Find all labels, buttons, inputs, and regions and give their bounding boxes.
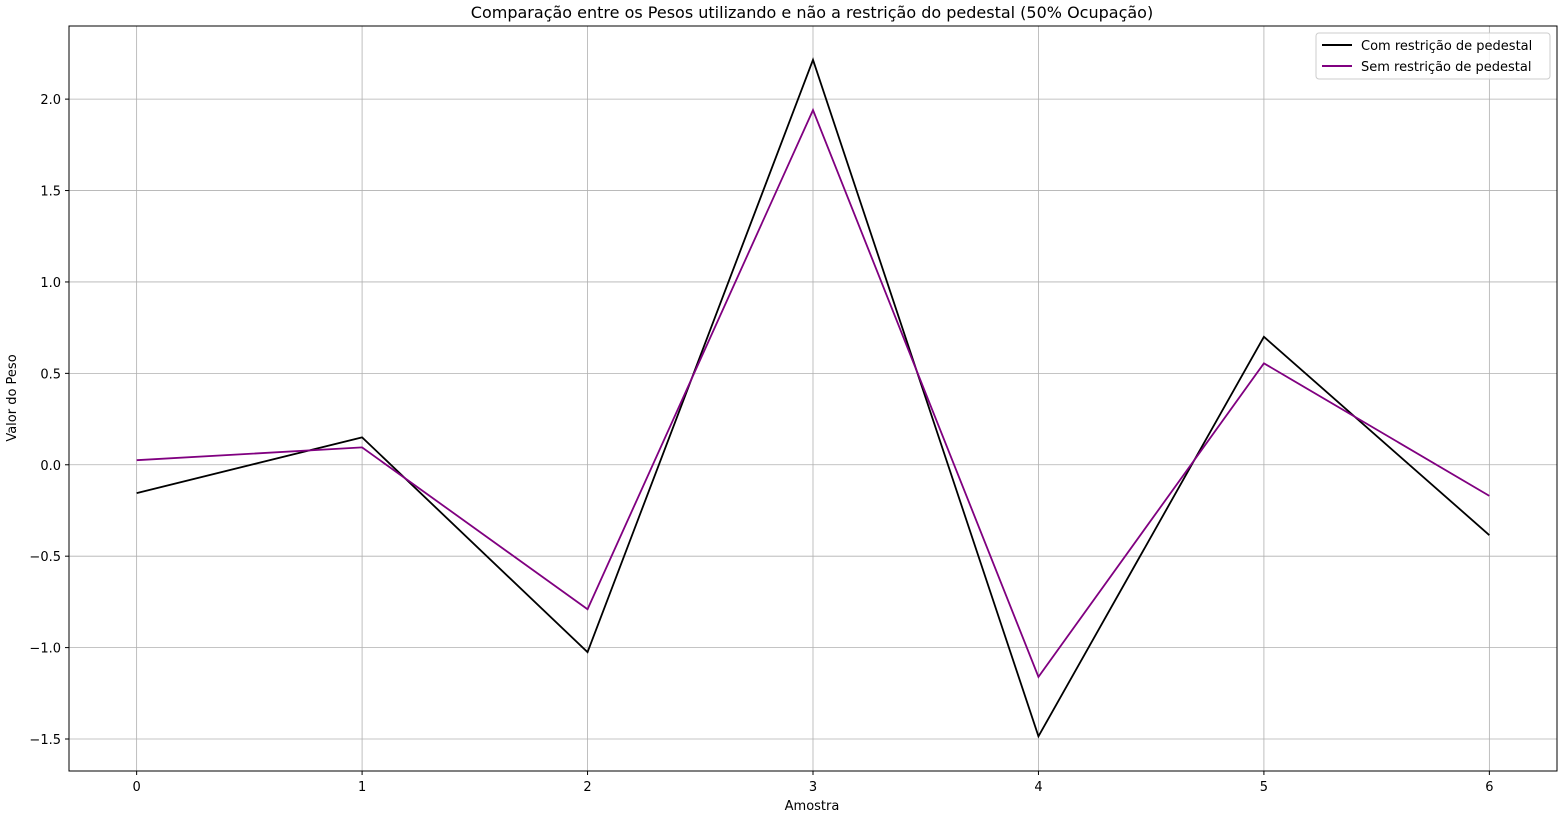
y-tick-label: −1.5 bbox=[29, 733, 61, 748]
y-tick-label: 0.0 bbox=[40, 459, 61, 474]
series-line-sem-restricao bbox=[136, 107, 1490, 679]
x-tick-label: 0 bbox=[132, 780, 140, 795]
x-tick-label: 5 bbox=[1260, 780, 1268, 795]
y-tick-label: 0.5 bbox=[40, 367, 61, 382]
series-line-com-restricao bbox=[136, 57, 1490, 739]
x-tick-label: 4 bbox=[1034, 780, 1042, 795]
legend-label-sem-restricao: Sem restrição de pedestal bbox=[1361, 60, 1531, 75]
y-tick-label: −1.0 bbox=[29, 642, 61, 657]
legend-label-com-restricao: Com restrição de pedestal bbox=[1361, 39, 1532, 54]
x-tick-label: 3 bbox=[809, 780, 817, 795]
y-axis-label: Valor do Peso bbox=[5, 354, 20, 441]
y-tick-label: 1.0 bbox=[40, 276, 61, 291]
legend-box bbox=[1315, 32, 1551, 80]
x-tick-label: 6 bbox=[1485, 780, 1493, 795]
y-tick-label: 2.0 bbox=[40, 93, 61, 108]
x-tick-label: 1 bbox=[358, 780, 366, 795]
y-tick-label: 1.5 bbox=[40, 185, 61, 200]
series-lines bbox=[136, 57, 1490, 739]
legend: Com restrição de pedestal Sem restrição … bbox=[1315, 32, 1551, 80]
x-tick-label: 2 bbox=[583, 780, 591, 795]
axis-ticks: 0 1 2 3 4 5 6 −1.5 −1.0 −0.5 0.0 0.5 1.0 1.5 2.0 bbox=[29, 93, 1493, 795]
x-axis-label: Amostra bbox=[785, 799, 840, 814]
chart-title: Comparação entre os Pesos utilizando e n… bbox=[471, 3, 1153, 22]
y-tick-label: −0.5 bbox=[29, 550, 61, 565]
grid-lines bbox=[69, 26, 1557, 771]
